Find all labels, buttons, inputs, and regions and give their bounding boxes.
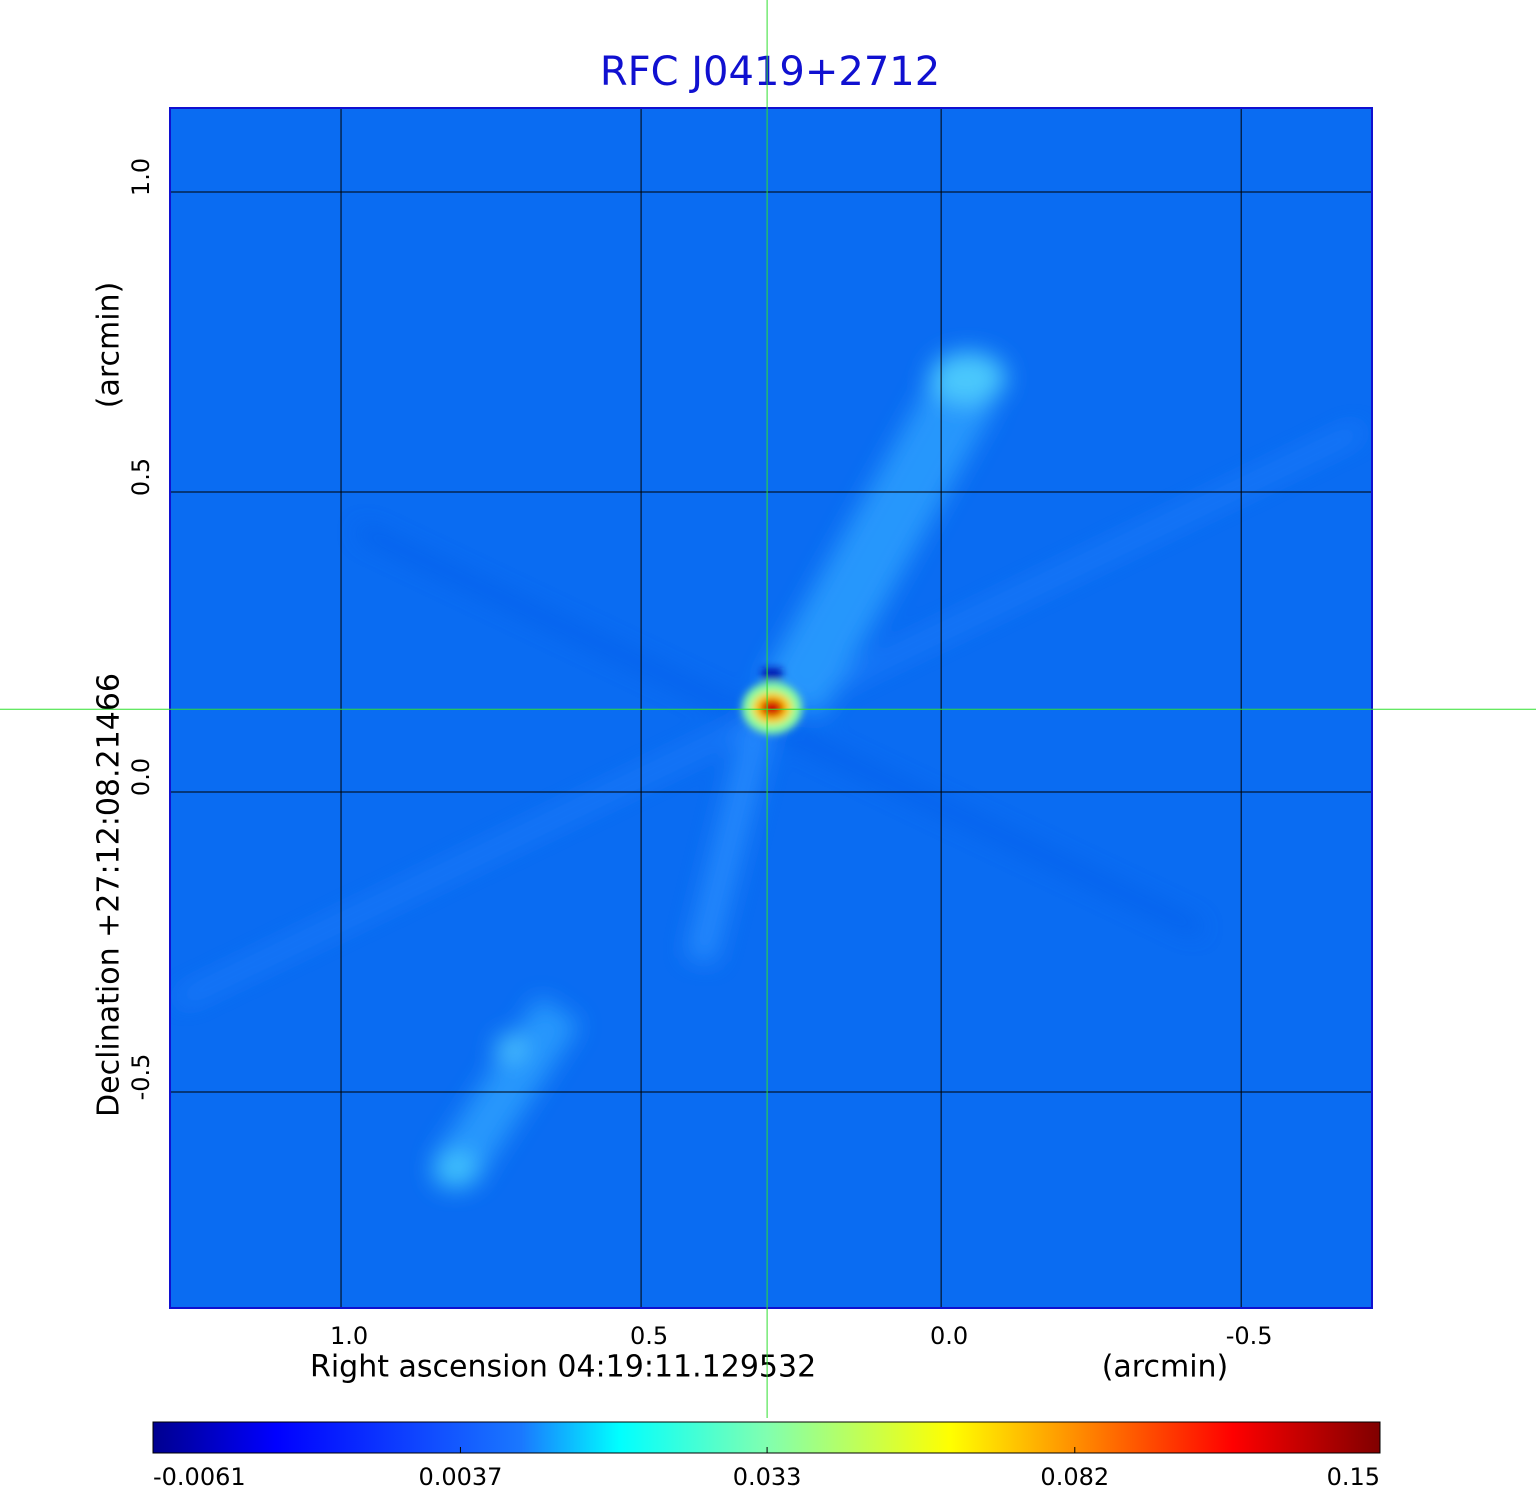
x-tick-label: 1.0 [330, 1322, 368, 1350]
image [170, 108, 1372, 1308]
y-axis-label: Declination +27:12:08.21466 [92, 673, 127, 1117]
colorbar-tick-label: -0.0061 [153, 1463, 246, 1491]
colorbar-tick-label: 0.0037 [418, 1463, 502, 1491]
x-axis-label: Right ascension 04:19:11.129532 [310, 1350, 816, 1385]
x-axis-unit: (arcmin) [1102, 1350, 1229, 1385]
grid [170, 108, 1372, 1308]
colorbar [152, 1421, 1381, 1454]
plot-frame [169, 107, 1373, 1309]
y-tick-label: 0.0 [127, 758, 155, 796]
x-tick-label: 0.0 [930, 1322, 968, 1350]
y-tick-label: 1.0 [127, 158, 155, 196]
colorbar-tick-label: 0.15 [1327, 1463, 1380, 1491]
y-tick-label: -0.5 [127, 1054, 155, 1101]
y-axis-unit: (arcmin) [92, 282, 127, 409]
x-tick-label: -0.5 [1226, 1322, 1273, 1350]
x-tick-label: 0.5 [630, 1322, 668, 1350]
colorbar-tick-label: 0.033 [733, 1463, 802, 1491]
colorbar-tick-label: 0.082 [1040, 1463, 1109, 1491]
chart-title: RFC J0419+2712 [600, 49, 940, 95]
y-tick-label: 0.5 [127, 458, 155, 496]
